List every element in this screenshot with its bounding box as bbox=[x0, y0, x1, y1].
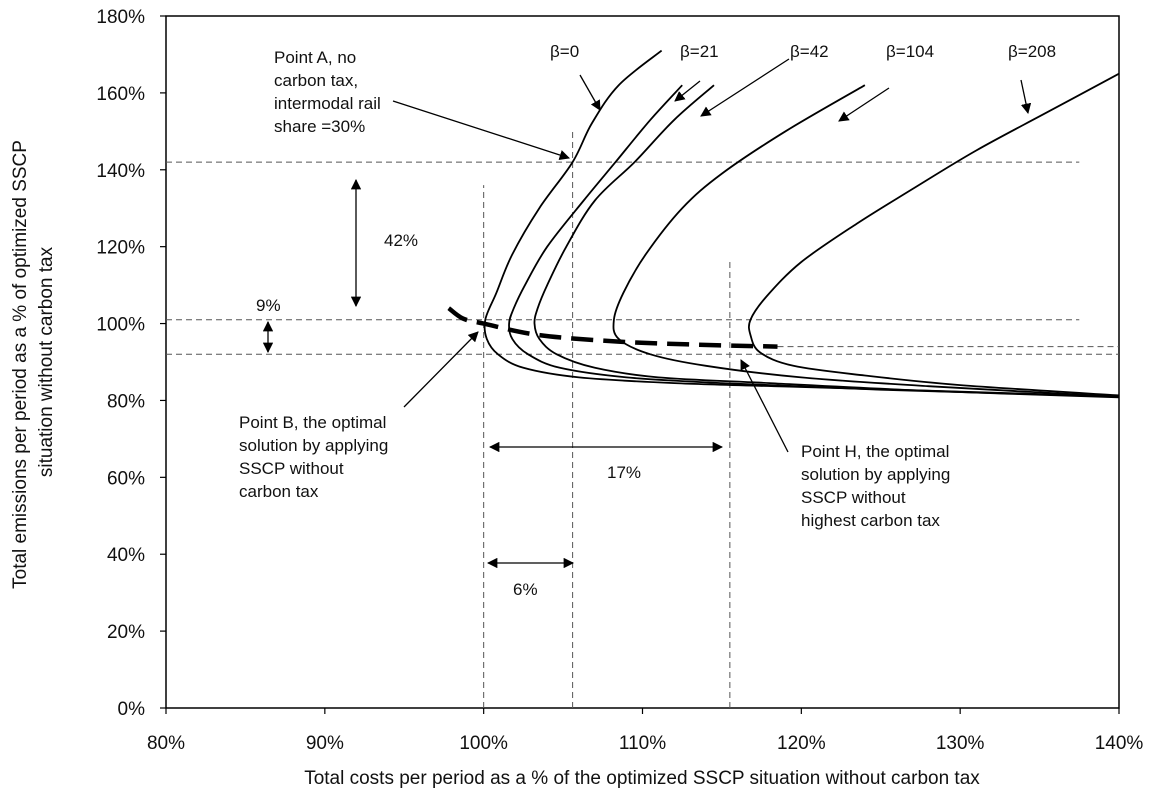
annot-point-a-line: intermodal rail bbox=[274, 94, 381, 113]
annot-point-h-line: highest carbon tax bbox=[801, 511, 940, 530]
curve-label-beta-0: β=0 bbox=[550, 42, 579, 61]
curve-series-1 bbox=[508, 84, 1120, 398]
x-tick-label: 90% bbox=[306, 733, 344, 754]
y-tick-label: 80% bbox=[107, 391, 145, 412]
y-axis-label-line: Total emissions per period as a % of opt… bbox=[10, 140, 31, 588]
x-tick-label: 100% bbox=[459, 733, 508, 754]
y-axis-label-line: situation without carbon tax bbox=[36, 246, 57, 477]
annotation-arrows bbox=[262, 58, 1032, 569]
optimal-frontier-line bbox=[447, 306, 778, 349]
annot-point-h-line: SSCP without bbox=[801, 488, 906, 507]
annot-point-h-line: solution by applying bbox=[801, 465, 950, 484]
annot-point-b-line: solution by applying bbox=[239, 436, 388, 455]
annot-point-a: Point A, no carbon tax, intermodal rail … bbox=[274, 48, 386, 136]
x-tick-label: 130% bbox=[936, 733, 985, 754]
x-tick-label: 120% bbox=[777, 733, 826, 754]
annot-point-b: Point B, the optimal solution by applyin… bbox=[239, 413, 393, 501]
y-tick-label: 140% bbox=[96, 161, 145, 182]
arrow-beta-42 bbox=[700, 58, 790, 117]
y-tick-label: 60% bbox=[107, 468, 145, 489]
axis-ticks: 80% 90% 100% 110% 120% 130% 140% 0% 20% 40% 60% 80%… bbox=[96, 7, 1143, 754]
annot-point-h-line: Point H, the optimal bbox=[801, 442, 949, 461]
y-tick-label: 100% bbox=[96, 315, 145, 336]
annot-point-b-line: Point B, the optimal bbox=[239, 413, 386, 432]
x-tick-label: 110% bbox=[619, 733, 666, 754]
y-tick-label: 160% bbox=[96, 84, 145, 105]
curve-label-beta-208: β=208 bbox=[1008, 42, 1056, 61]
x-axis-label: Total costs per period as a % of the opt… bbox=[304, 768, 980, 789]
x-tick-label: 80% bbox=[147, 733, 185, 754]
curve-series-3 bbox=[612, 84, 1120, 398]
y-tick-label: 120% bbox=[96, 238, 145, 259]
curve-label-beta-104: β=104 bbox=[886, 42, 934, 61]
annot-point-h: Point H, the optimal solution by applyin… bbox=[801, 442, 955, 530]
annot-point-a-line: share =30% bbox=[274, 117, 365, 136]
annot-point-a-line: carbon tax, bbox=[274, 71, 358, 90]
y-axis-label: Total emissions per period as a % of opt… bbox=[10, 135, 57, 589]
annot-42pct: 42% bbox=[384, 231, 418, 250]
arrow-beta-0 bbox=[579, 74, 601, 111]
reference-lines bbox=[166, 131, 1119, 708]
curve-series-4 bbox=[748, 72, 1120, 397]
curves bbox=[483, 49, 1120, 399]
y-tick-label: 180% bbox=[96, 7, 145, 28]
annot-point-b-line: carbon tax bbox=[239, 482, 319, 501]
x-tick-label: 140% bbox=[1095, 733, 1144, 754]
curve-label-beta-42: β=42 bbox=[790, 42, 829, 61]
y-tick-label: 40% bbox=[107, 545, 145, 566]
optimal-frontier bbox=[447, 306, 778, 349]
y-tick-label: 0% bbox=[118, 699, 146, 720]
arrow-point-a bbox=[392, 100, 570, 161]
arrow-point-h bbox=[740, 359, 789, 453]
annot-6pct: 6% bbox=[513, 580, 538, 599]
arrow-beta-208 bbox=[1020, 79, 1032, 115]
y-tick-label: 20% bbox=[107, 622, 145, 643]
annot-point-b-line: SSCP without bbox=[239, 459, 344, 478]
arrow-beta-21 bbox=[674, 80, 701, 102]
curve-label-beta-21: β=21 bbox=[680, 42, 719, 61]
curve-series-2 bbox=[533, 84, 1120, 399]
annot-point-a-line: Point A, no bbox=[274, 48, 356, 67]
annot-9pct: 9% bbox=[256, 296, 281, 315]
arrow-beta-104 bbox=[838, 87, 890, 122]
arrow-point-b bbox=[403, 331, 479, 408]
annot-17pct: 17% bbox=[607, 463, 641, 482]
